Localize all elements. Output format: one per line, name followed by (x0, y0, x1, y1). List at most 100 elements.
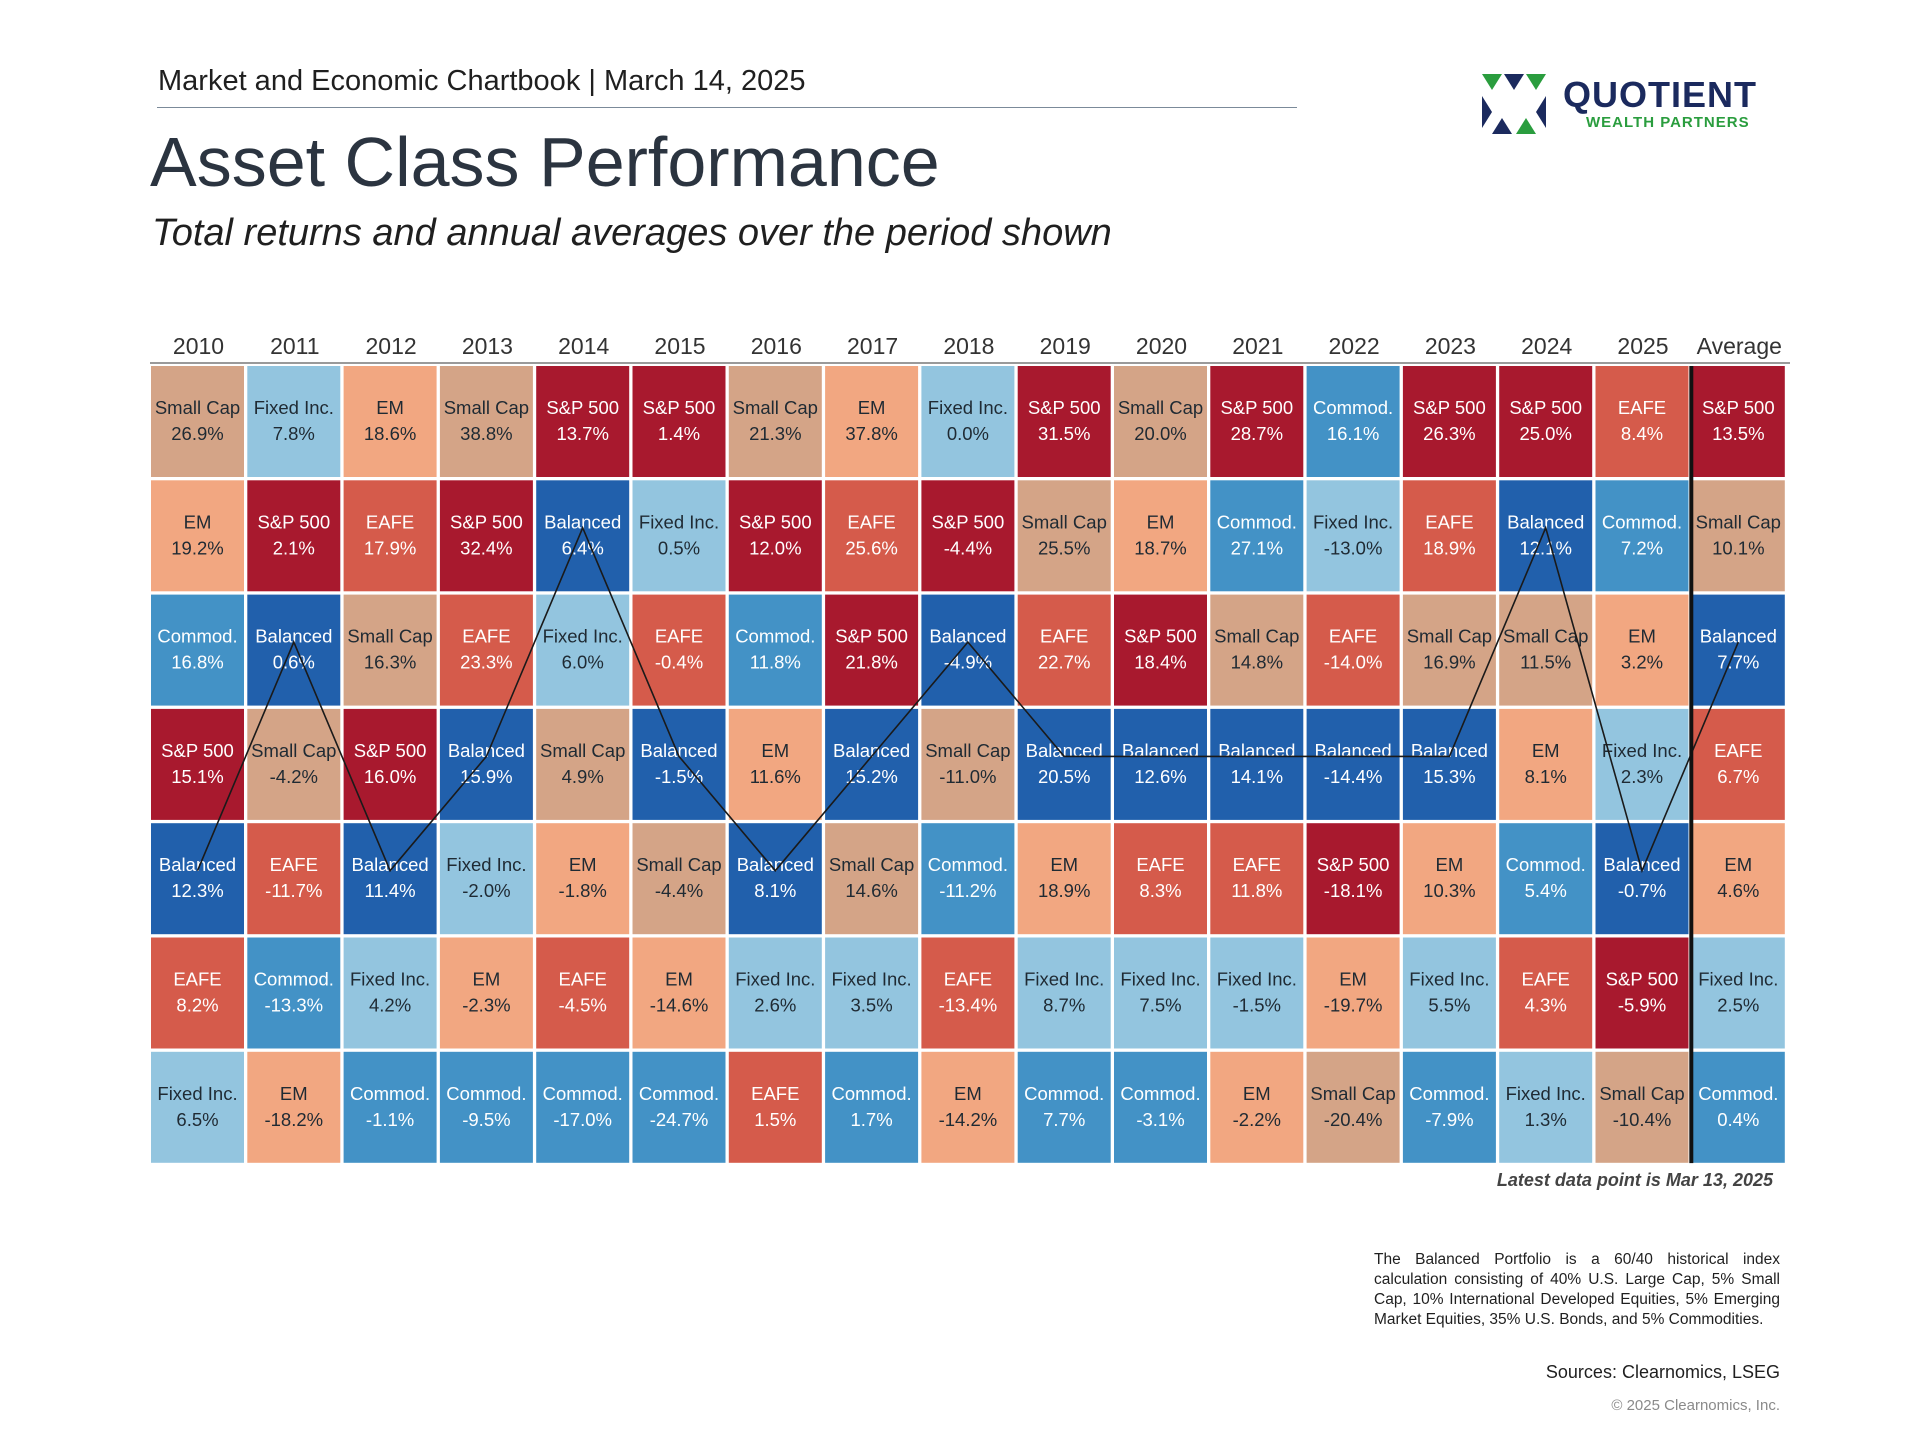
chartbook-header: Market and Economic Chartbook | March 14… (158, 65, 806, 97)
cell-asset-label: S&P 500 (1509, 397, 1582, 418)
cell-asset-label: EM (473, 969, 501, 990)
cell-asset-label: Commod. (543, 1083, 623, 1104)
quilt-cell (921, 1051, 1015, 1163)
quilt-cell (343, 366, 437, 477)
quilt-cell (1691, 366, 1785, 477)
cell-asset-label: EAFE (1040, 626, 1088, 647)
cell-return-value: 11.5% (1520, 652, 1571, 673)
cell-asset-label: Balanced (159, 854, 236, 875)
cell-asset-label: EM (858, 397, 886, 418)
quilt-cell (151, 937, 244, 1049)
cell-return-value: -13.4% (939, 995, 998, 1016)
cell-return-value: -1.5% (1233, 995, 1281, 1016)
quilt-cell (1210, 708, 1304, 820)
cell-asset-label: EAFE (462, 626, 510, 647)
quilt-cell (1114, 937, 1207, 1049)
cell-asset-label: Fixed Inc. (157, 1083, 237, 1104)
cell-asset-label: S&P 500 (161, 740, 234, 761)
cell-asset-label: Balanced (1026, 740, 1103, 761)
quilt-cell (1402, 823, 1496, 935)
quilt-cell (247, 1051, 341, 1163)
cell-return-value: 14.8% (1231, 652, 1283, 673)
quilt-cell (632, 366, 726, 477)
cell-asset-label: Small Cap (925, 740, 1010, 761)
cell-return-value: 17.9% (364, 537, 416, 558)
cell-asset-label: Fixed Inc. (446, 854, 526, 875)
cell-asset-label: Fixed Inc. (1024, 969, 1104, 990)
quilt-cell (1402, 480, 1496, 592)
cell-asset-label: Balanced (833, 740, 910, 761)
quilt-cell (825, 708, 919, 820)
quilt-cell (536, 480, 630, 592)
cell-return-value: 8.7% (1043, 995, 1085, 1016)
quilt-cell (439, 480, 533, 592)
cell-return-value: -19.7% (1324, 995, 1383, 1016)
cell-return-value: -11.2% (939, 880, 996, 901)
year-header: 2017 (847, 333, 898, 359)
cell-asset-label: Fixed Inc. (254, 397, 334, 418)
cell-asset-label: Small Cap (155, 397, 240, 418)
cell-return-value: 32.4% (460, 537, 512, 558)
cell-asset-label: Commod. (1409, 1083, 1489, 1104)
cell-asset-label: S&P 500 (450, 511, 523, 532)
cell-asset-label: EM (1532, 740, 1560, 761)
cell-return-value: 21.8% (845, 652, 897, 673)
quilt-cell (1595, 937, 1689, 1049)
quilt-cell (536, 823, 630, 935)
year-header: 2010 (173, 333, 224, 359)
year-header: Average (1697, 333, 1782, 359)
cell-return-value: 1.5% (754, 1109, 796, 1130)
cell-return-value: 12.6% (1134, 766, 1186, 787)
cell-asset-label: Commod. (1698, 1083, 1778, 1104)
quilt-cell (1306, 594, 1400, 706)
cell-return-value: 10.3% (1423, 880, 1475, 901)
year-header: 2015 (654, 333, 705, 359)
cell-asset-label: EAFE (1522, 969, 1570, 990)
quilt-cell (1114, 366, 1207, 477)
quilt-cell (1306, 708, 1400, 820)
cell-asset-label: Commod. (1024, 1083, 1104, 1104)
cell-return-value: 18.4% (1134, 652, 1186, 673)
cell-asset-label: EM (665, 969, 693, 990)
quilt-cell (247, 823, 341, 935)
quilt-cell (1210, 480, 1304, 592)
quilt-cell (1114, 823, 1207, 935)
cell-asset-label: EM (1050, 854, 1078, 875)
quilt-cell (1595, 366, 1689, 477)
cell-asset-label: EM (184, 511, 212, 532)
cell-asset-label: EAFE (1329, 626, 1377, 647)
cell-return-value: -4.5% (559, 995, 607, 1016)
quilt-cell (439, 366, 533, 477)
cell-return-value: 7.2% (1621, 537, 1663, 558)
cell-asset-label: Commod. (446, 1083, 526, 1104)
quilt-cell (1499, 823, 1593, 935)
quilt-cell (825, 1051, 919, 1163)
cell-return-value: 15.3% (1423, 766, 1475, 787)
quilt-cell (825, 366, 919, 477)
cell-return-value: 8.2% (176, 995, 218, 1016)
cell-return-value: 7.7% (1717, 652, 1759, 673)
cell-return-value: 10.1% (1712, 537, 1764, 558)
quilt-cell (1691, 594, 1785, 706)
cell-return-value: 26.9% (171, 423, 223, 444)
cell-return-value: 8.4% (1621, 423, 1663, 444)
cell-return-value: 7.8% (273, 423, 315, 444)
cell-return-value: -4.4% (655, 880, 703, 901)
cell-return-value: 5.4% (1525, 880, 1567, 901)
cell-asset-label: EAFE (1136, 854, 1184, 875)
cell-asset-label: EM (1628, 626, 1656, 647)
cell-asset-label: Balanced (1411, 740, 1488, 761)
cell-return-value: 20.0% (1134, 423, 1186, 444)
cell-return-value: 25.0% (1519, 423, 1571, 444)
cell-return-value: 3.2% (1621, 652, 1663, 673)
quilt-cell (247, 708, 341, 820)
cell-asset-label: Small Cap (444, 397, 529, 418)
cell-return-value: -2.2% (1233, 1109, 1281, 1130)
cell-return-value: 6.5% (176, 1109, 218, 1130)
quilt-cell (247, 480, 341, 592)
quilt-cell (1595, 1051, 1689, 1163)
asset-class-quilt-chart: 2010 2011 2012 2013 2014 2015 2016 2017 2018 2019… (150, 333, 1790, 1164)
cell-return-value: 1.7% (851, 1109, 893, 1130)
cell-return-value: 27.1% (1231, 537, 1283, 558)
quilt-cell (1499, 708, 1593, 820)
